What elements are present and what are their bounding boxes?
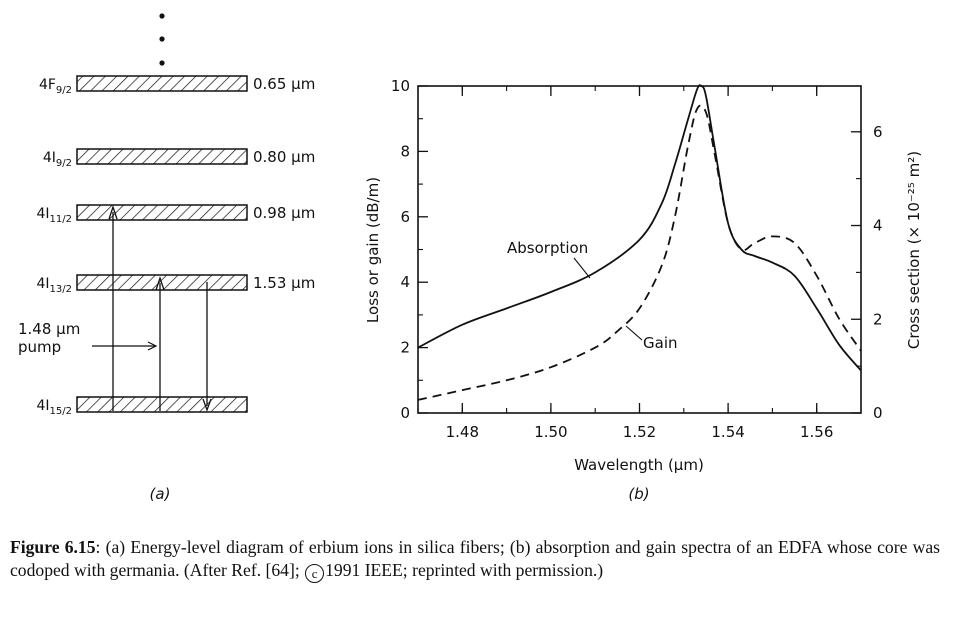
spectra-plot: 1.48 1.50 1.52 1.54 1.56 0 2 4 6 8 10 0 2 4 6 Absorp…: [364, 77, 923, 503]
transition-1p53-emission: [202, 282, 212, 412]
pump-pointer-arrow: [92, 341, 158, 351]
panel-label-a: (a): [150, 485, 171, 503]
level-wavelength: 0.80 µm: [253, 148, 315, 166]
annotation-gain-leader: [625, 325, 643, 341]
level-band: [76, 396, 248, 413]
energy-level-4i92: 4I9/2 0.80 µm: [43, 148, 315, 169]
level-label: 4F9/2: [39, 77, 72, 96]
pump-label: 1.48 µm: [18, 320, 80, 338]
x-tick-label: 1.50: [534, 423, 567, 441]
y2-axis-ticks: 0 2 4 6: [851, 123, 883, 422]
caption-text: 1991 IEEE; reprinted with permission.): [325, 560, 604, 580]
x-tick-label: 1.56: [800, 423, 833, 441]
y2-tick-label: 4: [873, 217, 883, 235]
figure-caption: Figure 6.15: (a) Energy-level diagram of…: [10, 536, 940, 583]
y-tick-label: 2: [400, 339, 410, 357]
panel-label-b: (b): [628, 485, 649, 503]
level-label: 4I15/2: [36, 398, 72, 417]
y-tick-label: 10: [391, 77, 410, 95]
energy-level-diagram: 4F9/2 0.65 µm 4I9/2 0.80 µm 4I11/2 0.98 …: [18, 13, 315, 503]
level-band: [76, 204, 248, 221]
caption-text: : (a) Energy-level diagram of erbium ion…: [10, 537, 940, 580]
level-wavelength: 0.65 µm: [253, 75, 315, 93]
plot-series: [417, 84, 862, 401]
y-tick-label: 0: [400, 404, 410, 422]
pump-label: pump: [18, 338, 61, 356]
level-wavelength: 0.98 µm: [253, 204, 315, 222]
level-band: [76, 75, 248, 92]
level-label: 4I9/2: [43, 150, 72, 169]
annotation-absorption-leader: [573, 257, 591, 279]
annotation-gain: Gain: [643, 334, 678, 352]
continuation-dot: [159, 13, 165, 19]
x-axis-ticks: 1.48 1.50 1.52 1.54 1.56: [417, 86, 862, 441]
series-gain-line: [417, 104, 862, 401]
x-tick-label: 1.54: [711, 423, 744, 441]
y-axis-label: Loss or gain (dB/m): [364, 177, 382, 323]
transition-0p98-pump: [108, 204, 118, 411]
transition-1p48-pump: [155, 275, 165, 411]
series-absorption-line: [417, 84, 862, 372]
continuation-dot: [159, 60, 165, 66]
level-label: 4I11/2: [36, 206, 72, 225]
level-band: [76, 148, 248, 165]
level-wavelength: 1.53 µm: [253, 274, 315, 292]
annotation-absorption: Absorption: [507, 239, 588, 257]
copyright-mark: c: [305, 564, 325, 583]
figure: 4F9/2 0.65 µm 4I9/2 0.80 µm 4I11/2 0.98 …: [18, 13, 923, 503]
y-tick-label: 6: [400, 208, 410, 226]
energy-level-4f92: 4F9/2 0.65 µm: [39, 75, 315, 96]
x-tick-label: 1.48: [446, 423, 479, 441]
continuation-dot: [159, 36, 165, 42]
y2-axis-label: Cross section (× 10⁻²⁵ m²): [905, 151, 923, 349]
y-axis-ticks: 0 2 4 6 8 10: [391, 77, 428, 422]
x-axis-label: Wavelength (µm): [574, 456, 704, 474]
y2-tick-label: 6: [873, 123, 883, 141]
caption-figure-label: Figure 6.15: [10, 537, 96, 557]
energy-level-4i112: 4I11/2 0.98 µm: [36, 204, 315, 225]
y2-tick-label: 2: [873, 310, 883, 328]
energy-level-4i152: 4I15/2: [36, 396, 248, 417]
level-label: 4I13/2: [36, 276, 72, 295]
plot-frame: [417, 85, 862, 414]
energy-level-4i132: 4I13/2 1.53 µm: [36, 274, 315, 295]
y-tick-label: 4: [400, 273, 410, 291]
x-tick-label: 1.52: [623, 423, 656, 441]
y2-tick-label: 0: [873, 404, 883, 422]
y-tick-label: 8: [400, 142, 410, 160]
